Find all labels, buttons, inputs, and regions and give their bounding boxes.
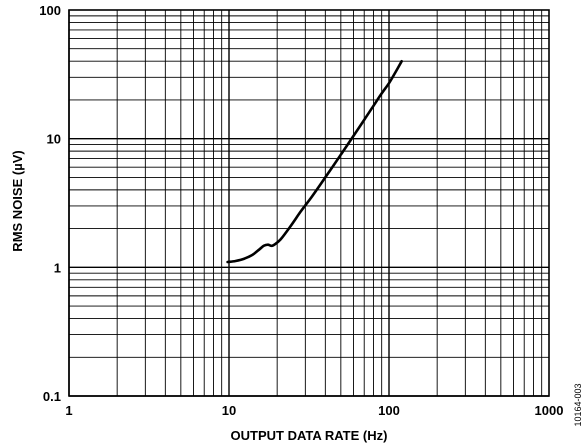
x-tick-label: 100 [378,403,400,418]
rms-noise-line [226,59,403,264]
y-tick-label: 1 [54,260,61,275]
tick-labels: 1 10 100 1000 0.1 1 10 100 [39,3,563,418]
x-tick-label: 1 [65,403,72,418]
x-tick-label: 1000 [535,403,564,418]
x-axis-title: OUTPUT DATA RATE (Hz) [231,428,388,443]
grid [68,10,549,397]
x-tick-label: 10 [222,403,236,418]
y-tick-label: 10 [47,132,61,147]
y-axis-title: RMS NOISE (µV) [10,150,25,251]
y-tick-label: 0.1 [43,389,61,404]
plot-area-frame [68,9,550,397]
figure-id: 10164-003 [573,383,583,426]
y-tick-label: 100 [39,3,61,18]
